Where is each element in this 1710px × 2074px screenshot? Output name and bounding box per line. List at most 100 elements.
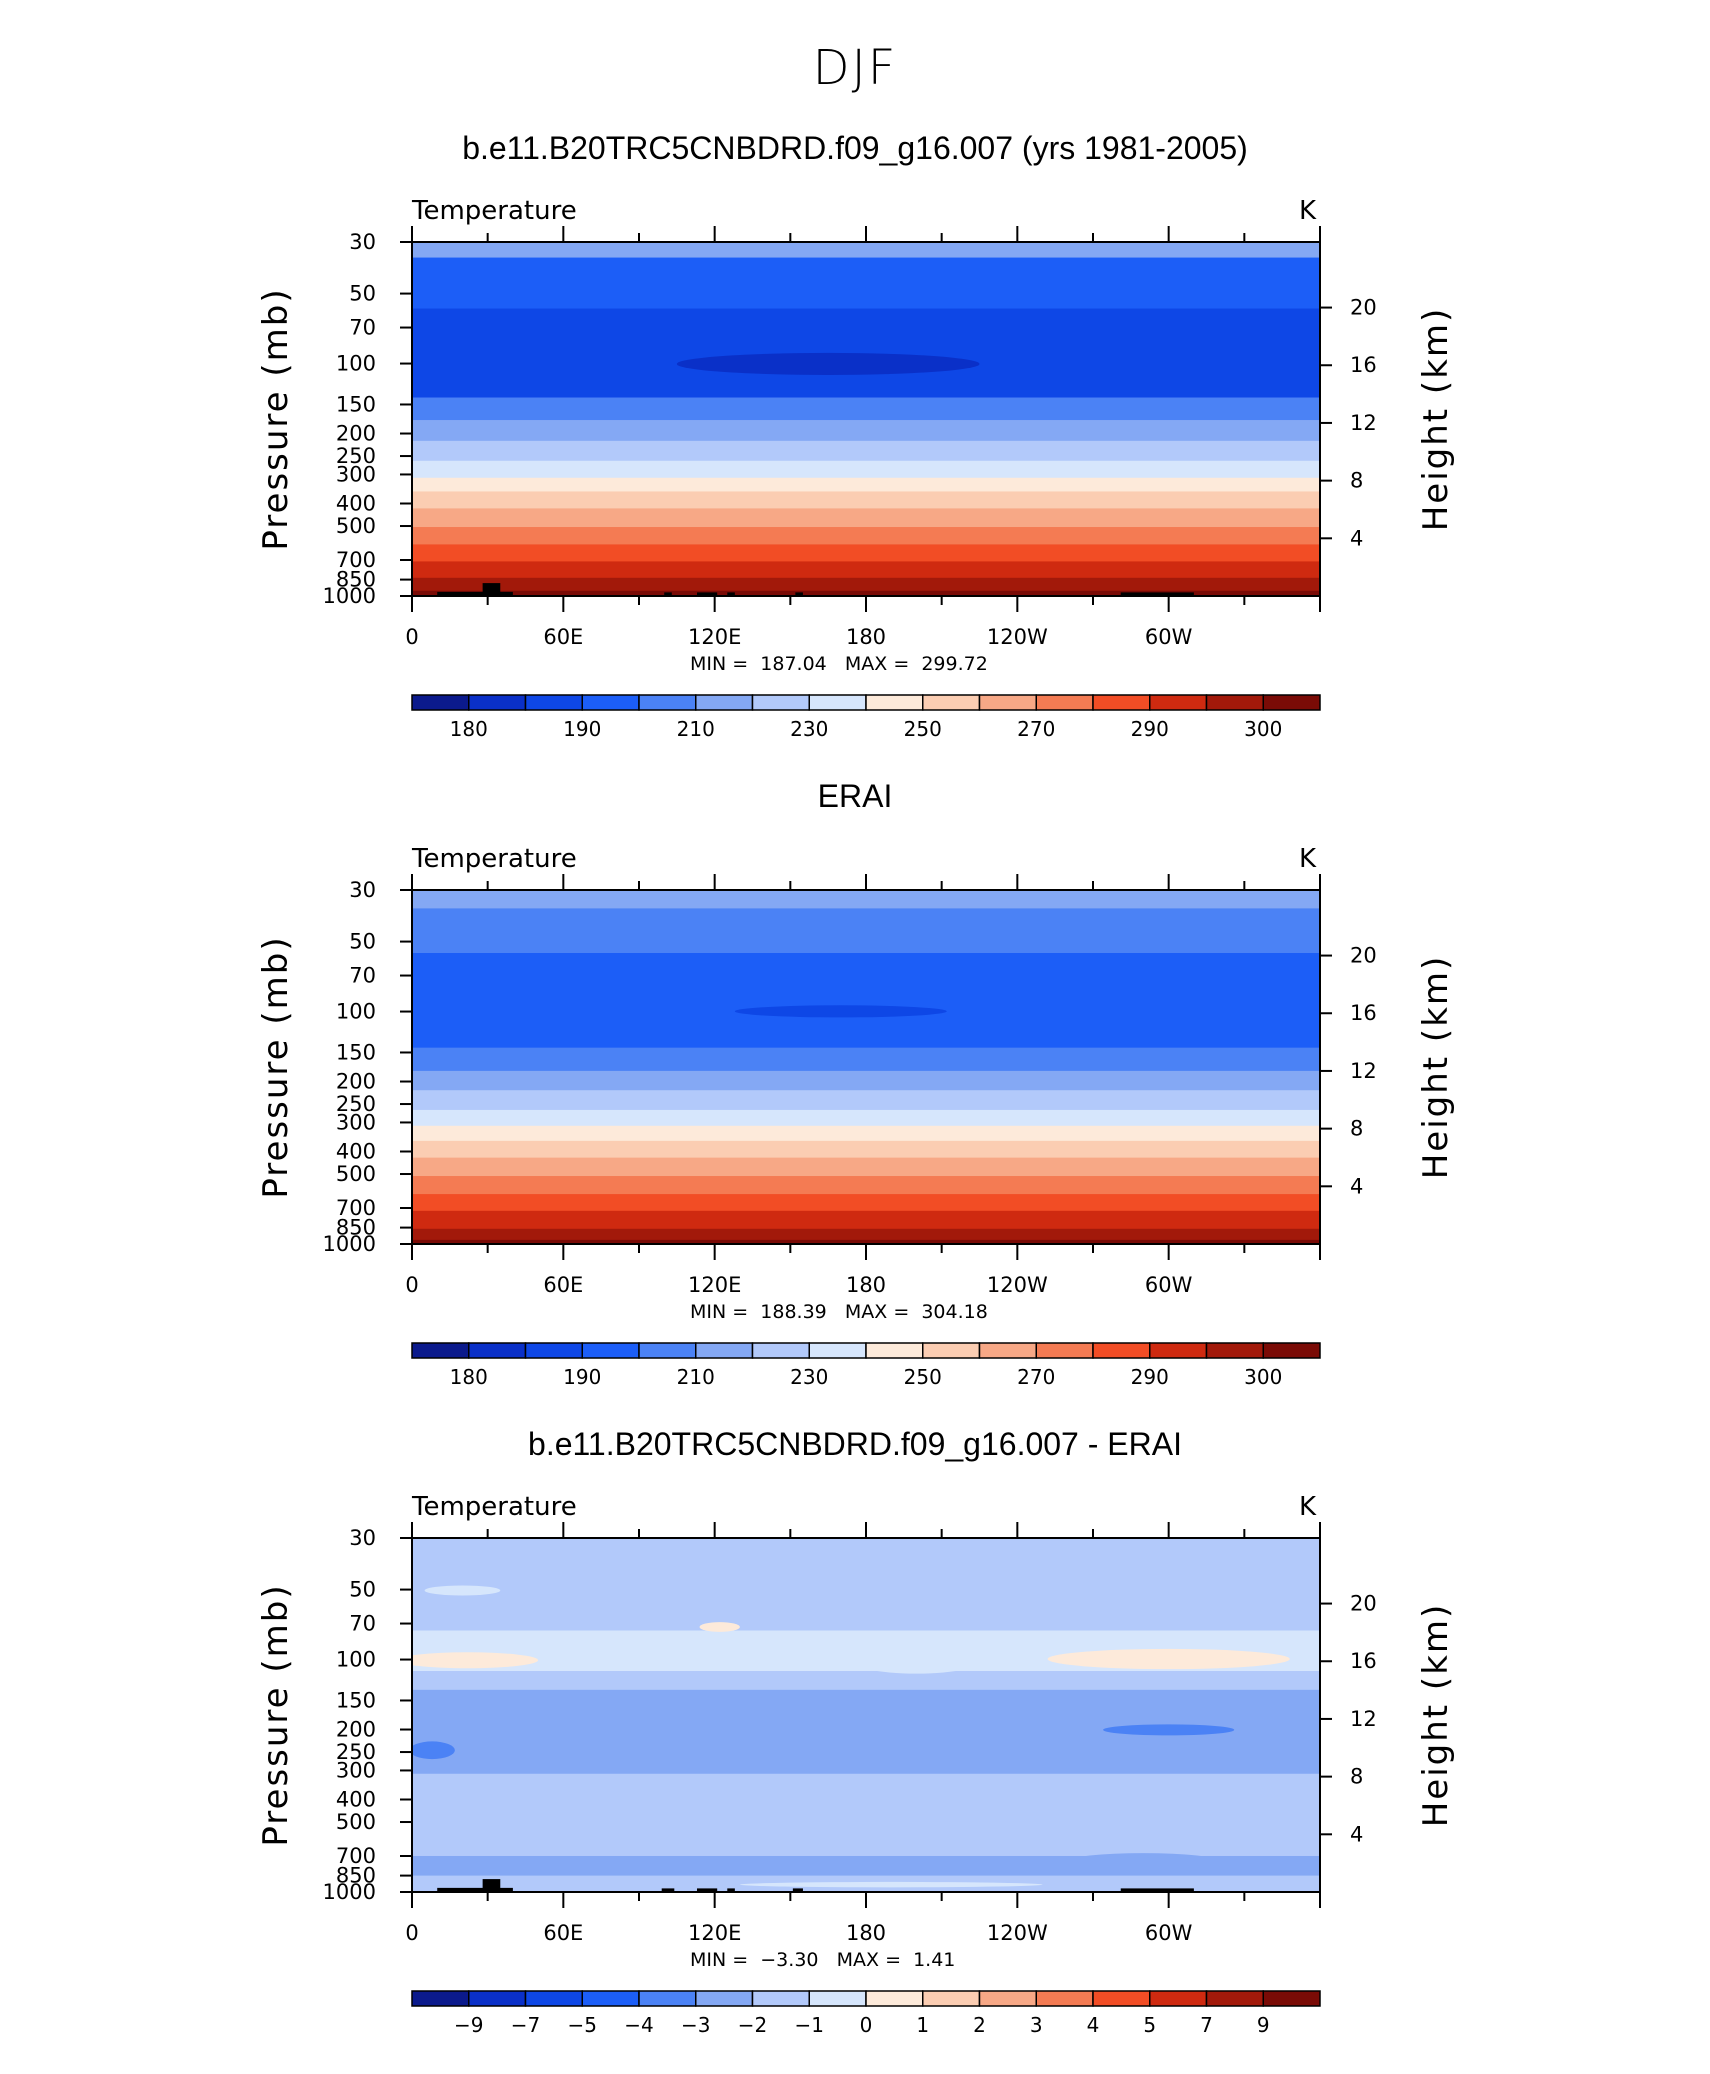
panel-title: b.e11.B20TRC5CNBDRD.f09_g16.007 - ERAI [528,1426,1182,1462]
contour-band [412,1806,1320,1857]
y2-axis-title: Height (km) [1416,1603,1456,1828]
colorbar-label: 230 [790,717,828,741]
y2-tick-label: 16 [1350,353,1377,377]
contour-band [412,491,1320,510]
min-value: 188.39 [760,1301,827,1323]
y-tick-label: 150 [336,1688,376,1712]
colorbar-box [1262,694,1321,711]
x-tick-label: 120W [987,1921,1048,1945]
y2-tick-label: 8 [1350,1117,1363,1141]
y-tick-label: 500 [336,514,376,538]
colorbar-label: 5 [1143,2013,1156,2037]
colorbar-box [695,1342,754,1359]
colorbar-box [695,694,754,711]
chart-svg: 0 60E 120E 180 120W 60W3050701001502002503004… [256,1492,1456,2037]
panel-model: b.e11.B20TRC5CNBDRD.f09_g16.007 (yrs 198… [0,130,1710,770]
contour-band [412,440,1320,462]
contour-band [412,1176,1320,1195]
contour-band [412,1194,1320,1212]
y-tick-label: 70 [349,316,376,340]
x-tick-label: 120E [688,625,741,649]
units-label: K [1299,844,1317,874]
contour-band [412,590,1320,596]
colorbar-box [751,1342,810,1359]
x-tick-label: 60W [1145,625,1193,649]
contour-feature [1067,1853,1220,1870]
colorbar-box [411,1342,470,1359]
colorbar-label: 9 [1257,2013,1270,2037]
min-label: MIN = [690,1949,749,1971]
contour-band [412,397,1320,421]
y-tick-label: 700 [336,1844,376,1868]
colorbar-box [808,694,867,711]
colorbar-label: 2 [973,2013,986,2037]
contour-band [412,477,1320,493]
y2-tick-label: 16 [1350,1001,1377,1025]
y-tick-label: 30 [349,230,376,254]
max-label: MAX = [836,1949,901,1971]
max-value: 304.18 [921,1301,988,1323]
x-tick-label: 0 [405,625,418,649]
contour-feature [676,352,980,375]
x-tick-label: 60W [1145,1921,1193,1945]
colorbar-box [581,1342,640,1359]
colorbar-box [1035,1342,1094,1359]
colorbar-box [581,1990,640,2007]
x-tick-label: 120W [987,625,1048,649]
colorbar-box [1149,694,1208,711]
colorbar-box [865,1990,924,2007]
y-tick-label: 700 [336,1196,376,1220]
colorbar-box [1092,1990,1151,2007]
y-tick-label: 100 [336,1648,376,1672]
colorbar-label: 1 [916,2013,929,2037]
y-tick-label: 300 [336,1758,376,1782]
min-label: MIN = [690,1301,749,1323]
topography-mask [697,592,718,596]
contour-band [412,561,1320,579]
colorbar-label: 250 [904,1365,942,1389]
colorbar-box [808,1990,867,2007]
topography-mask [482,1879,501,1892]
colorbar-label: −4 [624,2013,653,2037]
y-tick-label: 1000 [323,584,376,608]
y-tick-label: 50 [349,930,376,954]
contour-band [412,1210,1320,1230]
contour-band [412,508,1320,528]
colorbar-box [524,1990,583,2007]
panel-title: ERAI [817,778,893,814]
colorbar-box [1205,1342,1264,1359]
colorbar-label: −7 [511,2013,540,2037]
y-tick-label: 250 [336,1740,376,1764]
y-tick-label: 850 [336,1216,376,1240]
contour-feature [734,1005,947,1018]
panel-title: b.e11.B20TRC5CNBDRD.f09_g16.007 (yrs 198… [462,130,1248,166]
y2-tick-label: 8 [1350,1765,1363,1789]
y-tick-label: 100 [336,1000,376,1024]
colorbar-label: 250 [904,717,942,741]
colorbar-box [411,694,470,711]
max-value: 299.72 [921,653,988,675]
x-tick-label: 0 [405,1921,418,1945]
colorbar-label: −2 [738,2013,767,2037]
contour-feature [424,1585,501,1596]
y2-tick-label: 12 [1350,1707,1377,1731]
y-tick-label: 850 [336,568,376,592]
colorbar-label: −9 [454,2013,483,2037]
y-tick-label: 500 [336,1162,376,1186]
colorbar-box [468,1342,527,1359]
contour-band [412,420,1320,442]
panel-difference: b.e11.B20TRC5CNBDRD.f09_g16.007 - ERAI 0… [0,1426,1710,2066]
y-tick-label: 700 [336,548,376,572]
colorbar-box [468,694,527,711]
x-tick-label: 60E [543,625,583,649]
x-tick-label: 60E [543,1921,583,1945]
max-value: 1.41 [913,1949,956,1971]
colorbar-box [468,1990,527,2007]
colorbar-box [1092,694,1151,711]
colorbar-label: 290 [1131,717,1169,741]
topography-mask [664,592,672,596]
topography-mask [795,592,803,596]
y-tick-label: 850 [336,1864,376,1888]
colorbar-label: 300 [1244,717,1282,741]
contour-feature [845,1641,988,1674]
